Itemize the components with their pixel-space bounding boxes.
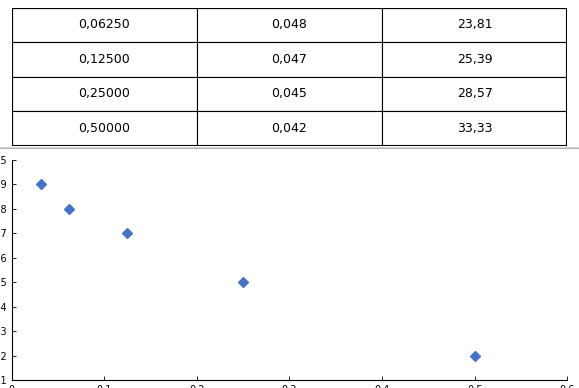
Bar <box>197 111 382 146</box>
Bar <box>12 111 197 146</box>
Bar <box>197 8 382 42</box>
Text: 0,042: 0,042 <box>272 122 307 135</box>
Bar <box>12 77 197 111</box>
Text: 0,045: 0,045 <box>272 87 307 100</box>
Point <box>470 353 479 359</box>
Text: 25,39: 25,39 <box>457 53 493 66</box>
Text: 0,048: 0,048 <box>272 19 307 31</box>
Bar <box>197 77 382 111</box>
Text: 23,81: 23,81 <box>457 19 493 31</box>
Bar <box>12 42 197 77</box>
Point <box>36 181 45 187</box>
Text: 33,33: 33,33 <box>457 122 493 135</box>
Point <box>123 230 132 236</box>
Bar <box>382 42 567 77</box>
Point <box>239 279 248 286</box>
Text: 0,047: 0,047 <box>272 53 307 66</box>
Text: 0,12500: 0,12500 <box>78 53 130 66</box>
Bar <box>197 42 382 77</box>
Point <box>65 206 74 212</box>
Bar <box>382 111 567 146</box>
Bar <box>382 77 567 111</box>
Text: 0,06250: 0,06250 <box>78 19 130 31</box>
Bar <box>12 8 197 42</box>
Text: 28,57: 28,57 <box>457 87 493 100</box>
Text: 0,50000: 0,50000 <box>78 122 130 135</box>
Text: 0,25000: 0,25000 <box>78 87 130 100</box>
Bar <box>382 8 567 42</box>
